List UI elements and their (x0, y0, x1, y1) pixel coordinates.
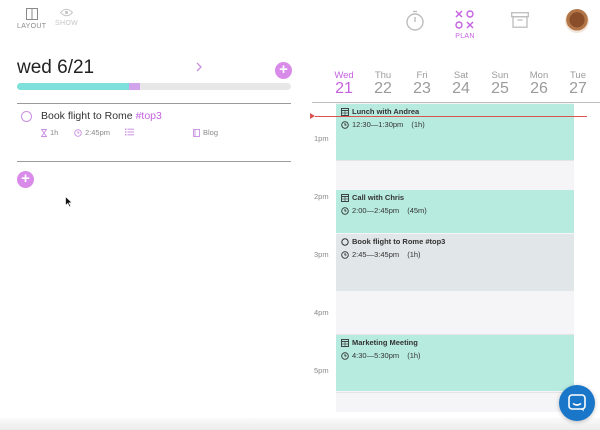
list-icon (125, 128, 134, 136)
add-task-top-button[interactable]: + (275, 62, 292, 79)
day-header-thu[interactable]: Thu 22 (364, 70, 402, 98)
task-list-bottom-divider (17, 161, 291, 162)
day-progress-bar (17, 83, 291, 90)
show-button[interactable]: SHOW (55, 8, 78, 27)
day-date: 23 (413, 80, 431, 97)
plan-button[interactable]: PLAN (455, 10, 475, 40)
calendar-icon (341, 107, 349, 116)
day-header-wed[interactable]: Wed 21 (325, 70, 363, 98)
calendar-icon (341, 193, 349, 202)
event-duration: (45m) (407, 206, 427, 215)
archive-button[interactable] (511, 12, 529, 31)
task-duration[interactable]: 1h (41, 128, 58, 137)
calendar-icon (341, 338, 349, 347)
event-lunch-with-andrea[interactable]: Lunch with Andrea 12:30—1:30pm (1h) (336, 104, 574, 160)
day-name: Thu (374, 70, 392, 81)
day-date: 27 (569, 80, 587, 97)
day-name: Tue (569, 70, 587, 81)
progress-planned-fill (129, 83, 141, 90)
day-header-tue[interactable]: Tue 27 (559, 70, 597, 98)
day-header-mon[interactable]: Mon 26 (520, 70, 558, 98)
day-header-fri[interactable]: Fri 23 (403, 70, 441, 98)
clock-icon (74, 128, 82, 137)
task-start-time[interactable]: 2:45pm (74, 128, 110, 137)
hour-line (336, 160, 574, 161)
day-date: 21 (335, 80, 353, 97)
day-date: 24 (452, 80, 470, 97)
event-title: Call with Chris (352, 193, 405, 202)
event-time: 12:30—1:30pm (352, 120, 404, 129)
clock-icon (341, 206, 349, 215)
current-time-marker (310, 113, 315, 119)
layout-label: LAYOUT (17, 23, 47, 30)
bottom-bar (0, 418, 600, 430)
hour-label: 1pm (314, 134, 329, 143)
day-header-sat[interactable]: Sat 24 (442, 70, 480, 98)
hour-label: 4pm (314, 308, 329, 317)
top-toolbar: LAYOUT SHOW PLAN (0, 0, 600, 46)
day-name: Mon (529, 70, 549, 81)
avatar[interactable] (565, 9, 589, 33)
hour-label: 3pm (314, 250, 329, 259)
hour-label: 5pm (314, 366, 329, 375)
book-icon (193, 128, 200, 137)
chat-icon (568, 394, 586, 412)
clock-icon (341, 351, 349, 360)
layout-button[interactable]: LAYOUT (17, 8, 46, 30)
eye-icon (59, 8, 73, 17)
event-duration: (1h) (407, 250, 421, 259)
event-time: 2:45—3:45pm (352, 250, 400, 259)
timer-button[interactable] (405, 10, 425, 34)
stopwatch-icon (406, 10, 424, 31)
task-title[interactable]: Book flight to Rome #top3 (41, 110, 162, 122)
task-checkbox[interactable] (21, 111, 32, 122)
plan-label: PLAN (455, 33, 475, 40)
event-duration: (1h) (407, 351, 421, 360)
current-time-line (315, 116, 587, 117)
task-list-name: Blog (203, 128, 219, 137)
task-tag[interactable]: #top3 (135, 110, 162, 122)
day-name: Sun (491, 70, 509, 81)
circle-icon (341, 237, 349, 246)
event-time: 2:00—2:45pm (352, 206, 400, 215)
event-title: Book flight to Rome #top3 (352, 237, 446, 246)
plan-icon (455, 10, 474, 29)
progress-fill (17, 83, 130, 90)
task-duration-text: 1h (50, 128, 59, 137)
event-time: 4:30—5:30pm (352, 351, 400, 360)
layout-icon (25, 8, 38, 20)
task-list-label[interactable]: Blog (193, 128, 218, 137)
day-date: 26 (530, 80, 548, 97)
event-title: Lunch with Andrea (352, 107, 420, 116)
clock-icon (341, 250, 349, 259)
event-title: Marketing Meeting (352, 338, 418, 347)
day-date: 22 (374, 80, 392, 97)
day-date: 25 (491, 80, 509, 97)
hour-label: 2pm (314, 192, 329, 201)
chevron-right-icon[interactable] (196, 62, 202, 72)
calendar-header-divider (312, 102, 600, 103)
task-subtasks[interactable] (125, 128, 134, 136)
event-book-flight-to-rome[interactable]: Book flight to Rome #top3 2:45—3:45pm (1… (336, 234, 574, 291)
archive-icon (511, 12, 529, 28)
hour-line (336, 392, 574, 393)
day-header-sun[interactable]: Sun 25 (481, 70, 519, 98)
day-name: Sat (453, 70, 469, 81)
clock-icon (341, 120, 349, 129)
task-start-time-text: 2:45pm (85, 128, 111, 137)
add-task-button[interactable]: + (17, 171, 34, 188)
task-title-text: Book flight to Rome (41, 110, 133, 122)
day-name: Fri (416, 70, 428, 81)
day-title: wed 6/21 (17, 57, 95, 78)
day-name: Wed (334, 70, 354, 81)
chat-button[interactable] (559, 385, 595, 421)
mouse-cursor (65, 196, 73, 208)
event-marketing-meeting[interactable]: Marketing Meeting 4:30—5:30pm (1h) (336, 335, 574, 391)
hour-line (336, 334, 574, 335)
hourglass-icon (41, 128, 47, 137)
event-call-with-chris[interactable]: Call with Chris 2:00—2:45pm (45m) (336, 190, 574, 233)
event-duration: (1h) (411, 120, 425, 129)
show-label: SHOW (55, 20, 78, 27)
task-list-top-divider (17, 103, 291, 104)
